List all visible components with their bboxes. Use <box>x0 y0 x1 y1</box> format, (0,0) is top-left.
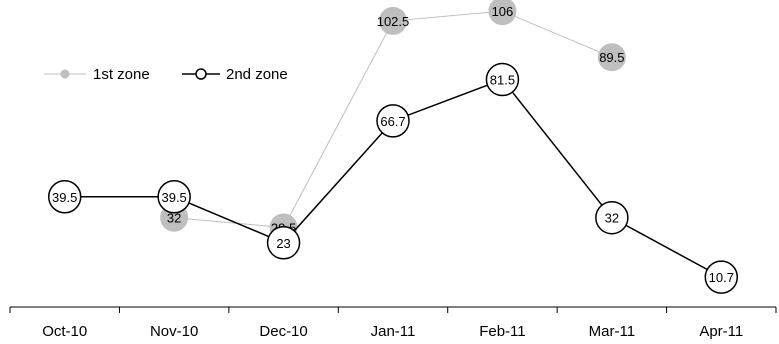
series-layer: 3228.5102.510689.539.539.52366.781.53210… <box>47 0 739 294</box>
x-tick-label: Apr-11 <box>699 323 743 340</box>
legend-marker-2nd-zone <box>195 68 207 80</box>
data-point <box>157 180 191 214</box>
data-point <box>379 6 407 35</box>
legend-label-2nd-zone: 2nd zone <box>226 66 288 83</box>
data-label: 102.5 <box>377 14 410 29</box>
x-tick-label: Dec-10 <box>259 323 307 340</box>
data-label: 89.5 <box>599 50 624 65</box>
data-point <box>47 180 82 214</box>
data-label: 10.7 <box>709 270 734 285</box>
legend-label-1st-zone: 1st zone <box>93 66 150 83</box>
data-point <box>704 260 739 294</box>
x-axis: Oct-10 Nov-10 Dec-10 Jan-11 Feb-11 Mar-11 Apr-… <box>9 306 777 340</box>
data-label: 81.5 <box>490 73 515 88</box>
data-label: 39.5 <box>161 190 186 205</box>
data-label: 106 <box>492 4 514 19</box>
data-point <box>597 43 626 72</box>
data-point <box>266 226 301 260</box>
legend: 1st zone 2nd zone <box>30 58 310 90</box>
x-tick-label: Mar-11 <box>589 323 635 340</box>
data-point <box>376 104 410 138</box>
x-tick-label: Nov-10 <box>150 323 198 340</box>
x-tick-label: Feb-11 <box>479 323 525 340</box>
data-point <box>485 62 520 97</box>
data-label: 32 <box>167 211 181 226</box>
data-label: 66.7 <box>380 114 405 129</box>
data-label: 23 <box>276 236 290 251</box>
x-tick-label: Oct-10 <box>42 323 87 340</box>
x-tick-label: Jan-11 <box>371 323 416 340</box>
data-label: 39.5 <box>52 190 77 205</box>
legend-marker-1st-zone <box>60 69 70 79</box>
data-point <box>488 0 517 26</box>
data-label: 32 <box>605 211 619 226</box>
data-point <box>595 200 629 235</box>
series-2: 39.5 39.5 23 66.7 81.5 32 10.7 <box>47 62 739 294</box>
